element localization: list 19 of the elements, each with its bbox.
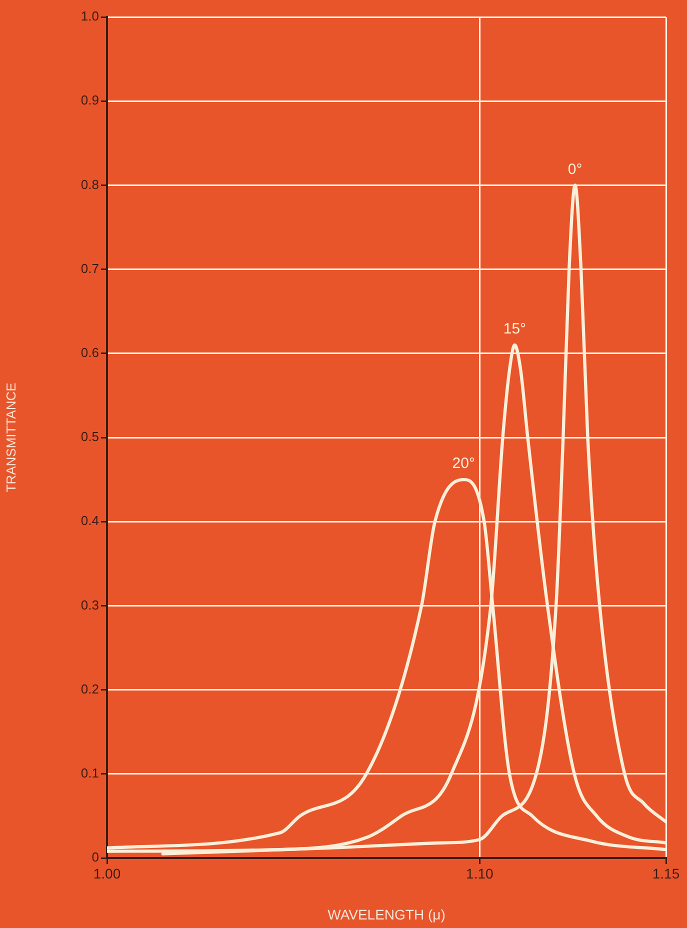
y-tick-label: 0.5: [80, 429, 99, 444]
y-tick-label: 0.9: [80, 92, 99, 108]
series-label: 0°: [568, 160, 582, 178]
series-label: 20°: [452, 455, 475, 472]
y-tick-label: 0.6: [80, 344, 99, 360]
series-label: 15°: [503, 320, 526, 338]
y-tick-label: 0.8: [80, 176, 99, 192]
x-tick-label: 1.10: [466, 865, 494, 882]
y-axis-title: TRANSMITTANCE: [3, 382, 18, 492]
y-tick-label: 0.7: [80, 260, 99, 276]
y-tick-label: 1.0: [80, 8, 99, 24]
y-tick-label: 0.4: [80, 513, 99, 528]
y-tick-label: 0.2: [80, 681, 99, 696]
x-tick-label: 1.15: [652, 865, 680, 882]
x-tick-label: 1.00: [93, 865, 121, 882]
y-tick-label: 0.3: [80, 597, 99, 612]
y-tick-label: 0.1: [80, 765, 99, 780]
x-axis-title: WAVELENGTH (μ): [328, 906, 446, 922]
y-tick-label: 0: [92, 850, 99, 865]
